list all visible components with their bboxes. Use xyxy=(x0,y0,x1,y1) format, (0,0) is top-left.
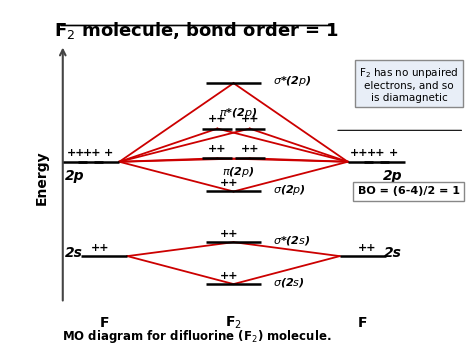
Text: +: + xyxy=(103,148,113,158)
Text: $\sigma$*(2$s$): $\sigma$*(2$s$) xyxy=(273,234,310,247)
Text: $\pi$*(2$p$): $\pi$*(2$p$) xyxy=(219,106,257,120)
Text: BO = (6-4)/2 = 1: BO = (6-4)/2 = 1 xyxy=(358,186,460,196)
Text: 2s: 2s xyxy=(65,246,83,260)
Text: Energy: Energy xyxy=(35,150,49,205)
Text: F$_2$: F$_2$ xyxy=(225,314,242,331)
Text: 2p: 2p xyxy=(64,169,84,183)
Text: ++: ++ xyxy=(240,144,259,154)
Text: F: F xyxy=(358,316,367,329)
Text: 2p: 2p xyxy=(383,169,402,183)
Text: ++: ++ xyxy=(367,148,386,158)
Text: ++: ++ xyxy=(91,242,109,253)
Text: ++: ++ xyxy=(219,271,238,280)
Text: F$_2$ has no unpaired
electrons, and so
is diamagnetic: F$_2$ has no unpaired electrons, and so … xyxy=(359,66,459,103)
Text: ++: ++ xyxy=(208,114,227,124)
Text: $\pi$(2$p$): $\pi$(2$p$) xyxy=(222,165,255,179)
Text: ++: ++ xyxy=(240,114,259,124)
Text: ++: ++ xyxy=(208,144,227,154)
Text: F: F xyxy=(100,316,109,329)
Text: ++: ++ xyxy=(219,178,238,188)
Text: +: + xyxy=(389,148,398,158)
Text: MO diagram for difluorine (F$_2$) molecule.: MO diagram for difluorine (F$_2$) molecu… xyxy=(62,328,331,345)
Text: ++: ++ xyxy=(82,148,101,158)
Text: F$_2$ molecule, bond order = 1: F$_2$ molecule, bond order = 1 xyxy=(54,20,339,41)
Text: $\sigma$*(2$p$): $\sigma$*(2$p$) xyxy=(273,75,311,88)
Text: ++: ++ xyxy=(350,148,368,158)
Text: $\sigma$(2$p$): $\sigma$(2$p$) xyxy=(273,183,306,197)
Text: ++: ++ xyxy=(358,242,377,253)
Text: ++: ++ xyxy=(219,229,238,239)
Text: 2s: 2s xyxy=(384,246,401,260)
Text: $\sigma$(2$s$): $\sigma$(2$s$) xyxy=(273,276,304,289)
Text: ++: ++ xyxy=(66,148,85,158)
